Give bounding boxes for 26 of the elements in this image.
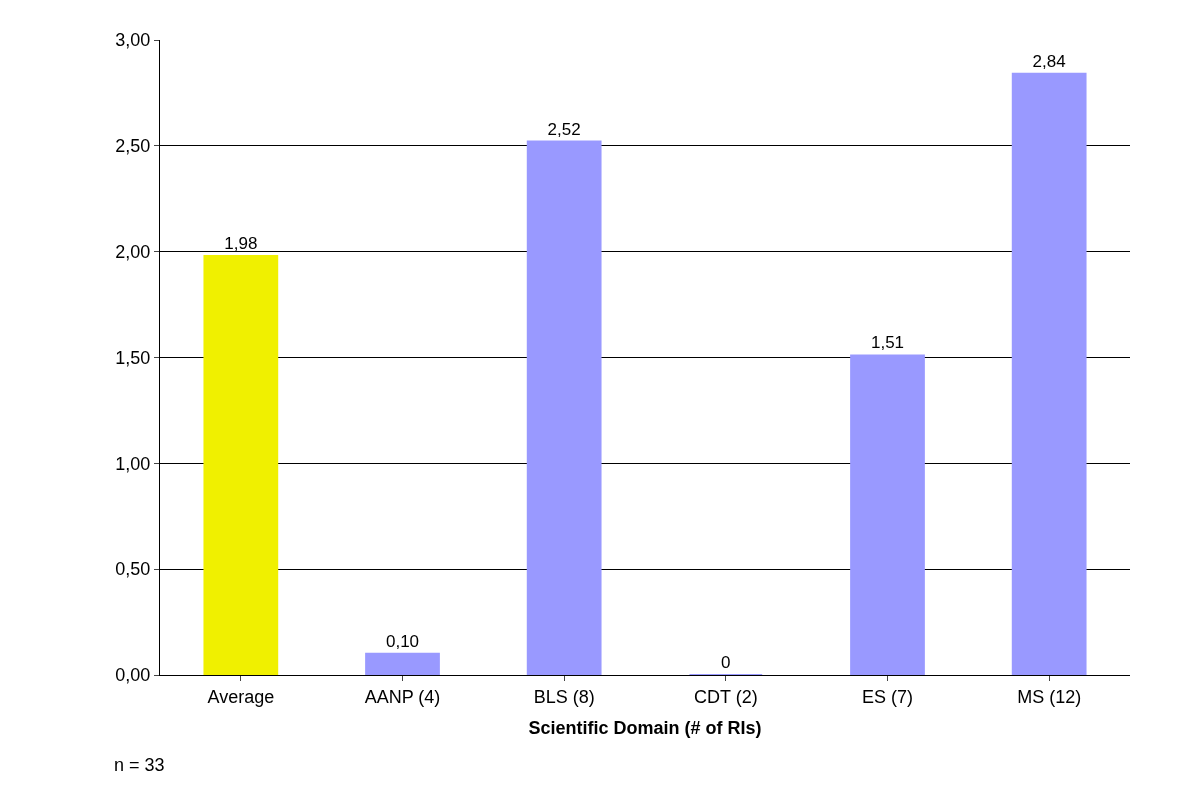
x-tick-label: CDT (2) [693,686,758,707]
y-tick-label: 1,50 [115,347,151,368]
bar [526,140,602,675]
y-tick-label: 2,50 [115,136,151,157]
x-axis-title: Scientific Domain (# of RIs) [528,717,762,738]
x-tick-label: AANP (4) [364,686,441,707]
text: n = 33 [114,755,165,775]
x-tick-label: MS (12) [1017,686,1082,707]
data-label: 0 [721,653,731,672]
y-tick-label: 3,00 [115,30,151,51]
bar [1011,72,1087,675]
data-label: 1,98 [224,233,258,253]
x-tick-label: Average [207,686,275,707]
data-label: 2,84 [1032,51,1066,71]
data-label: 0,10 [385,631,420,651]
x-tick-label: ES (7) [861,686,914,707]
y-tick-label: 0,00 [115,665,151,686]
y-tick-label: 2,00 [115,241,151,262]
x-tick-label: BLS (8) [533,686,595,707]
bar [850,354,925,675]
y-tick-label: 0,50 [115,559,151,580]
data-label: 1,51 [870,333,905,353]
bar [365,652,440,675]
data-label: 2,52 [547,119,581,139]
y-tick-label: 1,00 [115,453,151,474]
bar [203,254,279,675]
